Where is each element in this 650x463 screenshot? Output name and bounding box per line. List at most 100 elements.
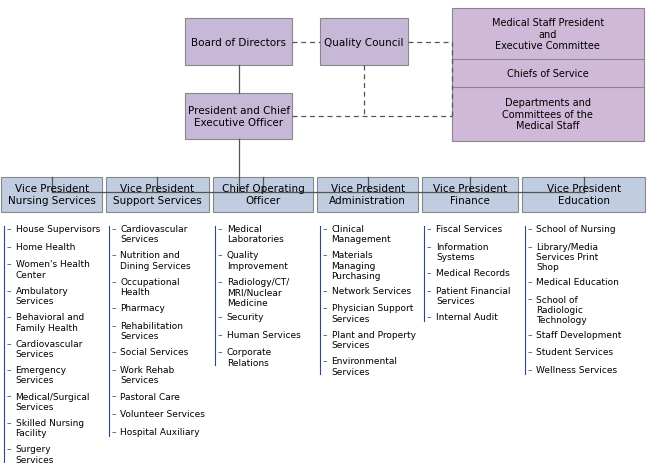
Text: –: – bbox=[111, 304, 116, 313]
Text: –: – bbox=[427, 286, 432, 295]
Text: –: – bbox=[111, 225, 116, 233]
Text: Vice President
Support Services: Vice President Support Services bbox=[113, 184, 202, 206]
Text: –: – bbox=[6, 339, 11, 348]
Text: Quality
Improvement: Quality Improvement bbox=[227, 251, 288, 270]
Text: –: – bbox=[427, 313, 432, 321]
Text: Vice President
Education: Vice President Education bbox=[547, 184, 621, 206]
Text: –: – bbox=[111, 409, 116, 418]
Text: Chief Operating
Officer: Chief Operating Officer bbox=[222, 184, 304, 206]
Text: –: – bbox=[322, 251, 327, 260]
Text: Materials
Managing
Purchasing: Materials Managing Purchasing bbox=[332, 251, 381, 281]
Text: –: – bbox=[6, 444, 11, 453]
Text: –: – bbox=[527, 277, 532, 286]
Text: Home Health: Home Health bbox=[16, 242, 75, 251]
FancyBboxPatch shape bbox=[185, 94, 292, 140]
Text: School of Nursing: School of Nursing bbox=[536, 225, 616, 233]
Text: –: – bbox=[427, 269, 432, 277]
Text: –: – bbox=[218, 348, 222, 357]
Text: Corporate
Relations: Corporate Relations bbox=[227, 348, 272, 367]
FancyBboxPatch shape bbox=[106, 177, 209, 212]
Text: –: – bbox=[6, 286, 11, 295]
Text: –: – bbox=[218, 330, 222, 339]
Text: Skilled Nursing
Facility: Skilled Nursing Facility bbox=[16, 418, 84, 438]
Text: –: – bbox=[527, 330, 532, 339]
Text: –: – bbox=[6, 225, 11, 233]
Text: –: – bbox=[218, 313, 222, 321]
Text: Medical/Surgical
Services: Medical/Surgical Services bbox=[16, 392, 90, 411]
Text: Vice President
Nursing Services: Vice President Nursing Services bbox=[8, 184, 96, 206]
FancyBboxPatch shape bbox=[185, 19, 292, 66]
Text: –: – bbox=[111, 277, 116, 286]
Text: –: – bbox=[6, 418, 11, 427]
Text: Plant and Property
Services: Plant and Property Services bbox=[332, 330, 415, 350]
Text: –: – bbox=[218, 225, 222, 233]
FancyBboxPatch shape bbox=[1, 177, 102, 212]
Text: Human Services: Human Services bbox=[227, 330, 300, 339]
Text: Medical Records: Medical Records bbox=[436, 269, 510, 277]
Text: –: – bbox=[111, 392, 116, 400]
Text: Vice President
Finance: Vice President Finance bbox=[433, 184, 507, 206]
Text: –: – bbox=[6, 260, 11, 269]
Text: Vice President
Administration: Vice President Administration bbox=[329, 184, 406, 206]
Text: –: – bbox=[111, 321, 116, 330]
Text: Medical Education: Medical Education bbox=[536, 277, 619, 286]
Text: –: – bbox=[527, 242, 532, 251]
Text: –: – bbox=[218, 251, 222, 260]
Text: Fiscal Services: Fiscal Services bbox=[436, 225, 502, 233]
Text: Radiology/CT/
MRI/Nuclear
Medicine: Radiology/CT/ MRI/Nuclear Medicine bbox=[227, 277, 289, 307]
Text: Wellness Services: Wellness Services bbox=[536, 365, 618, 374]
Text: –: – bbox=[111, 427, 116, 436]
Text: Staff Development: Staff Development bbox=[536, 330, 621, 339]
Text: Behavioral and
Family Health: Behavioral and Family Health bbox=[16, 313, 84, 332]
Text: President and Chief
Executive Officer: President and Chief Executive Officer bbox=[188, 106, 290, 127]
Text: –: – bbox=[322, 225, 327, 233]
Text: Board of Directors: Board of Directors bbox=[191, 38, 287, 48]
Text: –: – bbox=[111, 365, 116, 374]
FancyBboxPatch shape bbox=[452, 9, 644, 141]
Text: –: – bbox=[527, 365, 532, 374]
Text: Medical Staff President
and
Executive Committee: Medical Staff President and Executive Co… bbox=[491, 18, 604, 51]
Text: Internal Audit: Internal Audit bbox=[436, 313, 498, 321]
Text: School of
Radiologic
Technology: School of Radiologic Technology bbox=[536, 295, 587, 325]
Text: Medical
Laboratories: Medical Laboratories bbox=[227, 225, 283, 244]
Text: Surgery
Services: Surgery Services bbox=[16, 444, 54, 463]
Text: –: – bbox=[6, 313, 11, 321]
Text: Security: Security bbox=[227, 313, 265, 321]
FancyBboxPatch shape bbox=[422, 177, 518, 212]
Text: Social Services: Social Services bbox=[120, 348, 188, 357]
Text: Cardiovascular
Services: Cardiovascular Services bbox=[120, 225, 188, 244]
Text: Network Services: Network Services bbox=[332, 286, 411, 295]
Text: –: – bbox=[6, 365, 11, 374]
Text: –: – bbox=[427, 242, 432, 251]
Text: Occupational
Health: Occupational Health bbox=[120, 277, 180, 297]
Text: Environmental
Services: Environmental Services bbox=[332, 357, 398, 376]
FancyBboxPatch shape bbox=[317, 177, 418, 212]
FancyBboxPatch shape bbox=[320, 19, 408, 66]
Text: Student Services: Student Services bbox=[536, 348, 614, 357]
Text: Volunteer Services: Volunteer Services bbox=[120, 409, 205, 418]
Text: Cardiovascular
Services: Cardiovascular Services bbox=[16, 339, 83, 358]
Text: Emergency
Services: Emergency Services bbox=[16, 365, 67, 385]
Text: –: – bbox=[527, 348, 532, 357]
Text: Library/Media
Services Print
Shop: Library/Media Services Print Shop bbox=[536, 242, 599, 272]
Text: –: – bbox=[111, 251, 116, 260]
Text: –: – bbox=[322, 357, 327, 365]
Text: Physician Support
Services: Physician Support Services bbox=[332, 304, 413, 323]
Text: Information
Systems: Information Systems bbox=[436, 242, 489, 262]
Text: Women's Health
Center: Women's Health Center bbox=[16, 260, 90, 279]
Text: –: – bbox=[111, 348, 116, 357]
Text: Ambulatory
Services: Ambulatory Services bbox=[16, 286, 68, 306]
Text: Rehabilitation
Services: Rehabilitation Services bbox=[120, 321, 183, 341]
Text: –: – bbox=[6, 242, 11, 251]
Text: Quality Council: Quality Council bbox=[324, 38, 404, 48]
Text: Work Rehab
Services: Work Rehab Services bbox=[120, 365, 174, 385]
Text: –: – bbox=[527, 295, 532, 304]
Text: –: – bbox=[527, 225, 532, 233]
Text: –: – bbox=[6, 392, 11, 400]
Text: Departments and
Committees of the
Medical Staff: Departments and Committees of the Medica… bbox=[502, 98, 593, 131]
Text: Clinical
Management: Clinical Management bbox=[332, 225, 391, 244]
Text: Pharmacy: Pharmacy bbox=[120, 304, 165, 313]
Text: Hospital Auxiliary: Hospital Auxiliary bbox=[120, 427, 200, 436]
Text: Nutrition and
Dining Services: Nutrition and Dining Services bbox=[120, 251, 191, 270]
Text: –: – bbox=[322, 304, 327, 313]
